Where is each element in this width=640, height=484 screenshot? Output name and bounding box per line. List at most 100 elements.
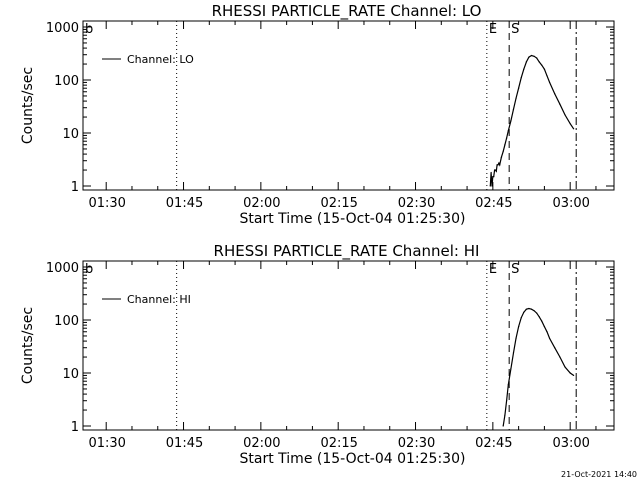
data-point [564, 114, 566, 116]
footer-timestamp: 21-Oct-2021 14:40 [561, 470, 637, 479]
data-point [504, 144, 506, 146]
legend-label: Channel: LO [127, 53, 194, 66]
y-tick-label: 10 [62, 367, 79, 382]
data-point [518, 326, 520, 328]
x-tick-label: 01:30 [88, 436, 125, 451]
data-point [569, 123, 571, 125]
x-tick-label: 03:00 [552, 196, 589, 211]
data-point [495, 170, 497, 172]
data-point [490, 171, 492, 174]
data-point [538, 61, 540, 63]
data-point [525, 61, 527, 63]
data-point [520, 317, 522, 319]
data-point [497, 164, 499, 166]
y-tick-label: 100 [54, 314, 79, 329]
data-point [512, 108, 515, 110]
data-point [528, 56, 530, 58]
data-point [500, 156, 503, 158]
data-point [528, 307, 530, 310]
marker-letter: S [511, 262, 519, 277]
x-tick-label: 02:30 [398, 196, 435, 211]
data-point [573, 374, 575, 377]
x-tick-label: 02:00 [243, 436, 280, 451]
x-tick-label: 01:45 [166, 436, 203, 451]
data-point [530, 54, 533, 57]
data-point [536, 312, 538, 314]
plot-frame [82, 260, 615, 431]
x-tick-label: 02:00 [243, 196, 280, 211]
data-point [492, 176, 494, 178]
y-tick-label: 100 [54, 74, 79, 89]
data-point [546, 331, 548, 333]
data-point [499, 164, 501, 166]
data-point [543, 68, 546, 70]
chart-title: RHESSI PARTICLE_RATE Channel: LO [212, 2, 482, 21]
marker-letter: E [489, 262, 497, 277]
data-point [493, 169, 496, 171]
plot-frame [82, 20, 615, 191]
chart-title: RHESSI PARTICLE_RATE Channel: HI [214, 242, 480, 261]
x-tick-label: 02:15 [320, 196, 357, 211]
data-point [515, 97, 517, 99]
data-point [569, 372, 571, 374]
data-point [525, 308, 527, 310]
x-tick-label: 01:30 [88, 196, 125, 211]
y-axis-label: Counts/sec [20, 307, 36, 384]
x-axis-label: Start Time (15-Oct-04 01:25:30) [240, 211, 466, 227]
data-point [489, 185, 491, 187]
data-point [496, 164, 498, 166]
marker-letter: S [511, 22, 519, 37]
data-point [533, 55, 535, 57]
data-point [559, 356, 561, 358]
data-point [559, 103, 561, 105]
x-tick-label: 01:45 [166, 196, 203, 211]
y-axis-label: Counts/sec [20, 67, 36, 144]
series-line [489, 54, 575, 187]
data-point [520, 77, 522, 79]
data-point [538, 316, 540, 318]
data-point [504, 414, 506, 416]
data-point [543, 326, 546, 328]
x-tick-label: 02:30 [398, 436, 435, 451]
legend-label: Channel: HI [127, 293, 191, 306]
y-tick-label: 1000 [46, 261, 79, 276]
y-tick-label: 1 [71, 180, 79, 195]
data-point [515, 337, 517, 339]
data-point [530, 308, 533, 310]
data-point [523, 68, 525, 70]
data-point [518, 87, 520, 89]
data-point [523, 311, 525, 313]
data-point [512, 352, 515, 354]
data-point [494, 169, 497, 171]
data-point [493, 176, 495, 178]
data-point [573, 128, 575, 130]
data-point [507, 384, 509, 386]
series-line [502, 307, 574, 427]
data-point [502, 150, 504, 152]
data-point [554, 347, 556, 349]
data-point [505, 400, 508, 402]
data-point [510, 368, 512, 370]
data-point [548, 81, 551, 84]
marker-letter: E [489, 22, 497, 37]
marker-letter: b [85, 22, 93, 37]
data-point [498, 162, 500, 164]
data-point [564, 366, 566, 368]
data-point [546, 75, 548, 77]
data-point [510, 120, 512, 122]
data-point [491, 185, 493, 187]
x-tick-label: 02:45 [475, 196, 512, 211]
data-point [554, 93, 556, 95]
data-point [502, 425, 504, 427]
x-axis-label: Start Time (15-Oct-04 01:25:30) [240, 451, 466, 467]
y-tick-label: 1 [71, 420, 79, 435]
data-point [548, 337, 551, 339]
data-point [536, 57, 538, 59]
data-point [533, 310, 535, 312]
y-tick-label: 10 [62, 127, 79, 142]
data-point [541, 320, 543, 322]
x-tick-label: 03:00 [552, 436, 589, 451]
data-point [507, 130, 509, 132]
